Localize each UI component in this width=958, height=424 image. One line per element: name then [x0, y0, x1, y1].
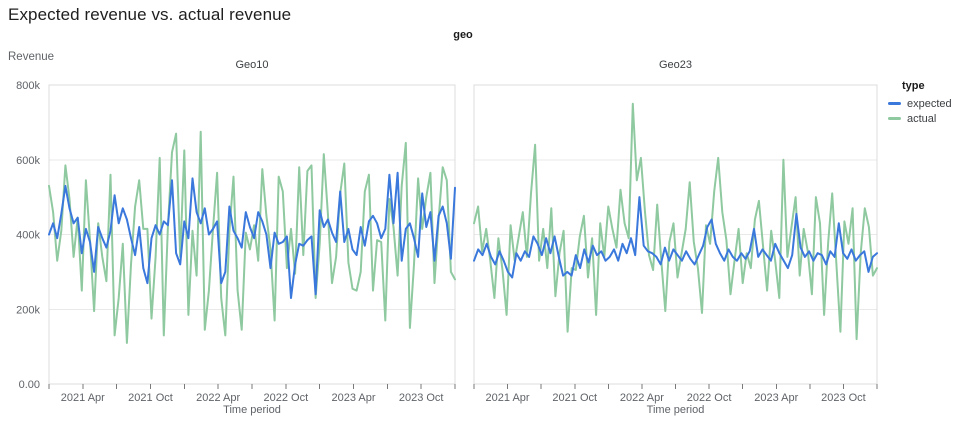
x-tick-label: 2023 Apr	[331, 392, 375, 404]
y-tick-label: 800k	[16, 80, 40, 92]
x-tick-label: 2022 Apr	[196, 392, 240, 404]
series-line-actual[interactable]	[48, 130, 456, 344]
x-tick-label: 2022 Oct	[264, 392, 309, 404]
facet-title-geo10: Geo10	[235, 59, 269, 71]
legend-title: type	[902, 80, 925, 92]
x-tick-label: 2021 Oct	[552, 392, 597, 404]
legend-item-label: expected	[907, 97, 952, 110]
series-line-actual[interactable]	[473, 102, 878, 341]
y-tick-label: 200k	[16, 304, 40, 316]
legend-item-label: actual	[907, 112, 937, 125]
x-tick-label: 2023 Oct	[399, 392, 444, 404]
x-tick-label: 2023 Oct	[821, 392, 866, 404]
x-tick-label: 2023 Apr	[754, 392, 798, 404]
x-tick-label: 2022 Oct	[687, 392, 732, 404]
x-axis-title-geo23: Time period	[646, 404, 705, 416]
actual-series-swatch-icon	[888, 117, 901, 120]
y-tick-label: 400k	[16, 230, 40, 242]
y-axis-title: Revenue	[8, 51, 55, 63]
expected-series-swatch-icon	[888, 102, 901, 105]
legend-item-actual[interactable]: actual	[888, 111, 952, 126]
series-line-expected[interactable]	[473, 196, 878, 279]
x-axis-title-geo10: Time period	[223, 404, 281, 416]
legend: type expected actual	[888, 80, 952, 126]
x-tick-label: 2021 Apr	[61, 392, 105, 404]
x-tick-label: 2021 Apr	[486, 392, 530, 404]
y-tick-label: 0.00	[19, 379, 40, 391]
facet-title-geo23: Geo23	[658, 59, 693, 71]
legend-item-expected[interactable]: expected	[888, 96, 952, 111]
x-tick-label: 2022 Apr	[620, 392, 664, 404]
page-title: Expected revenue vs. actual revenue	[8, 5, 292, 24]
y-tick-label: 600k	[16, 155, 40, 167]
facet-field-label: geo	[453, 29, 473, 41]
x-tick-label: 2021 Oct	[128, 392, 173, 404]
series-line-expected[interactable]	[48, 171, 456, 299]
